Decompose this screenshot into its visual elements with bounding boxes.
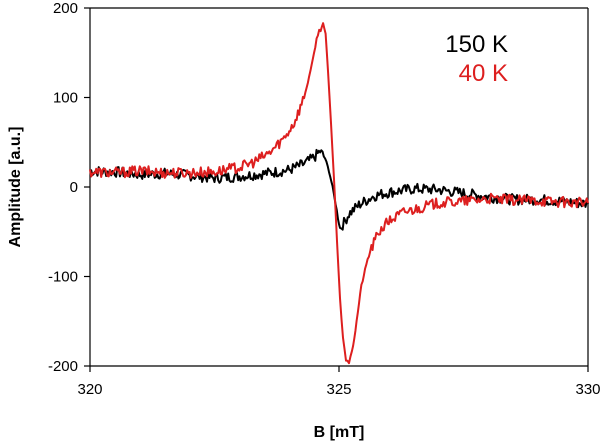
plot-area xyxy=(89,7,589,367)
x-axis-title: B [mT] xyxy=(314,424,365,441)
y-tick-label: 100 xyxy=(53,90,78,107)
x-tick-label: 325 xyxy=(326,381,351,398)
y-tick-label: 0 xyxy=(70,179,78,196)
legend-entry-40k: 40 K xyxy=(459,60,508,87)
y-axis-title: Amplitude [a.u.] xyxy=(7,127,24,248)
series-line-40k xyxy=(89,22,589,365)
legend-entry-150k: 150 K xyxy=(445,31,508,58)
axis-ticks: 200 100 0 -100 -200 320 325 330 xyxy=(48,0,601,398)
y-tick-label: -100 xyxy=(48,269,78,286)
series-lines xyxy=(89,22,589,365)
legend: 150 K 40 K xyxy=(445,31,508,87)
series-line-150k xyxy=(89,148,589,231)
x-tick-label: 320 xyxy=(77,381,102,398)
y-tick-label: -200 xyxy=(48,358,78,375)
x-tick-label: 330 xyxy=(575,381,600,398)
y-tick-label: 200 xyxy=(53,0,78,17)
